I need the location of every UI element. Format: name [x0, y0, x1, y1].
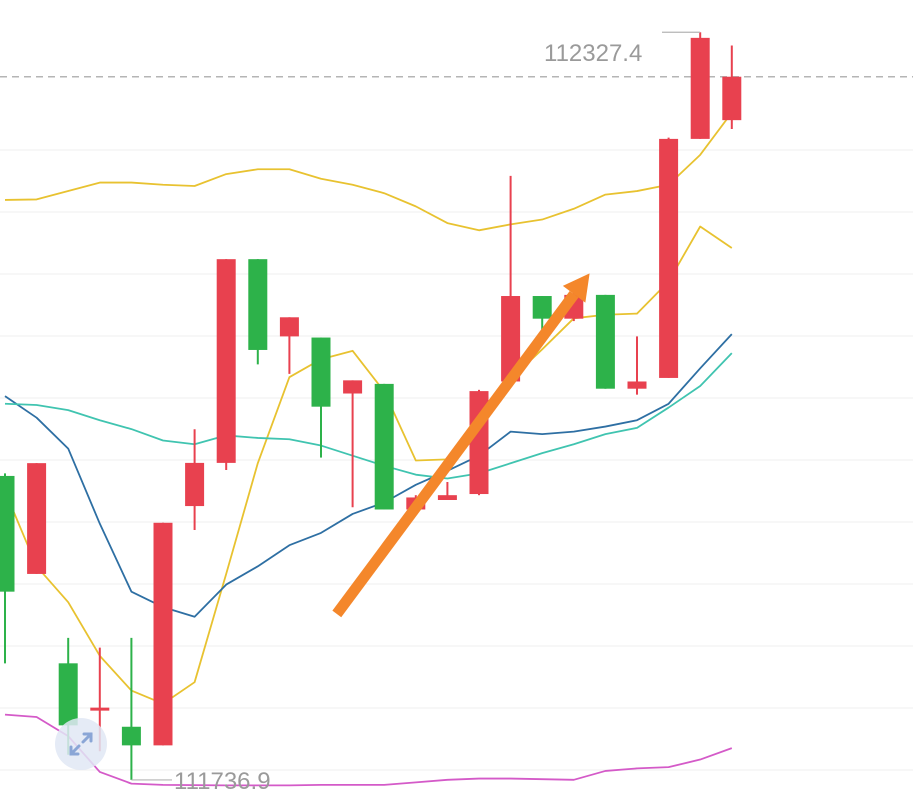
candle — [248, 259, 268, 365]
candle — [216, 259, 236, 470]
candle-body — [216, 259, 236, 463]
candle-body — [279, 317, 299, 337]
candle-body — [90, 707, 110, 711]
candle — [532, 296, 552, 332]
candle — [185, 429, 205, 530]
arrow-shaft — [332, 290, 579, 618]
candle-body — [121, 726, 141, 746]
candle-body — [437, 495, 457, 500]
candle — [501, 175, 521, 382]
expand-chart-button[interactable] — [55, 718, 107, 770]
candle-body — [532, 296, 552, 319]
indicator-line-3 — [4, 333, 733, 618]
indicator-line-2 — [4, 225, 733, 705]
candle — [722, 45, 742, 130]
candle — [374, 383, 394, 510]
candle — [311, 337, 331, 458]
candle — [27, 463, 47, 574]
candle — [595, 294, 615, 389]
candle-body — [343, 380, 363, 394]
candle-body — [185, 462, 205, 507]
candle-body — [595, 294, 615, 389]
candle-body — [501, 296, 521, 382]
high-price-label: 112327.4 — [544, 40, 643, 67]
candle — [690, 32, 710, 139]
candle — [343, 380, 363, 508]
candle — [0, 473, 15, 664]
candle — [437, 482, 457, 500]
indicator-line-4 — [4, 352, 733, 480]
candle-body — [248, 259, 268, 350]
high-low-markers — [131, 31, 701, 781]
indicator-line-1 — [4, 112, 733, 232]
candle-body — [690, 37, 710, 139]
low-price-label: 111736.9 — [174, 768, 271, 795]
trend-annotation — [332, 273, 590, 618]
candle — [279, 317, 299, 374]
indicator-lines — [4, 112, 733, 787]
indicator-line-5 — [4, 713, 733, 787]
candle-body — [722, 76, 742, 121]
candle — [659, 137, 679, 378]
candle-body — [27, 463, 47, 574]
candle-body — [153, 522, 173, 746]
candle-body — [311, 337, 331, 407]
candle-body — [58, 663, 78, 726]
candle — [121, 637, 141, 780]
candle — [627, 336, 647, 395]
candle-body — [627, 381, 647, 389]
candle-body — [374, 383, 394, 510]
candle-body — [659, 138, 679, 378]
candle — [153, 522, 173, 746]
arrow-head — [562, 273, 590, 303]
candles — [0, 32, 742, 780]
candle-body — [0, 475, 15, 592]
expand-icon — [69, 732, 93, 756]
chart-grid — [0, 75, 913, 771]
